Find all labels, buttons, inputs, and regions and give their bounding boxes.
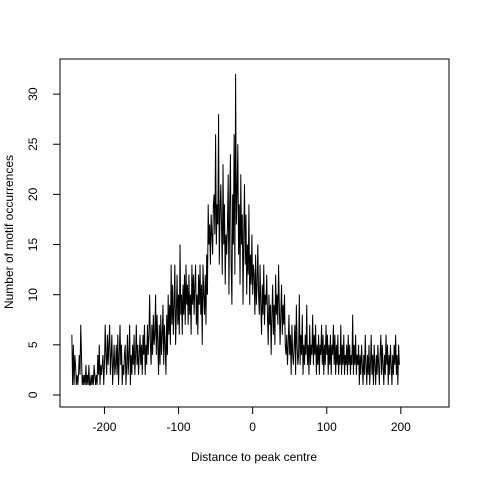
y-axis-label: Number of motif occurrences — [2, 155, 16, 309]
x-axis-label: Distance to peak centre — [191, 450, 317, 464]
x-tick-label: -100 — [167, 420, 191, 434]
x-tick-label: 0 — [249, 420, 256, 434]
y-tick-label: 0 — [26, 391, 40, 398]
motif-count-series-line — [71, 74, 400, 386]
y-tick-label: 25 — [26, 137, 40, 151]
x-tick-label: 200 — [391, 420, 411, 434]
y-tick-label: 10 — [26, 288, 40, 302]
x-tick-label: 100 — [317, 420, 337, 434]
y-tick-label: 15 — [26, 238, 40, 252]
y-axis: 0 5 10 15 20 25 30 — [26, 87, 61, 398]
x-tick-label: -200 — [92, 420, 116, 434]
y-tick-label: 5 — [26, 341, 40, 348]
y-tick-label: 30 — [26, 87, 40, 101]
y-tick-label: 20 — [26, 187, 40, 201]
series-layer — [71, 74, 400, 386]
x-axis: -200 -100 0 100 200 — [92, 406, 411, 434]
